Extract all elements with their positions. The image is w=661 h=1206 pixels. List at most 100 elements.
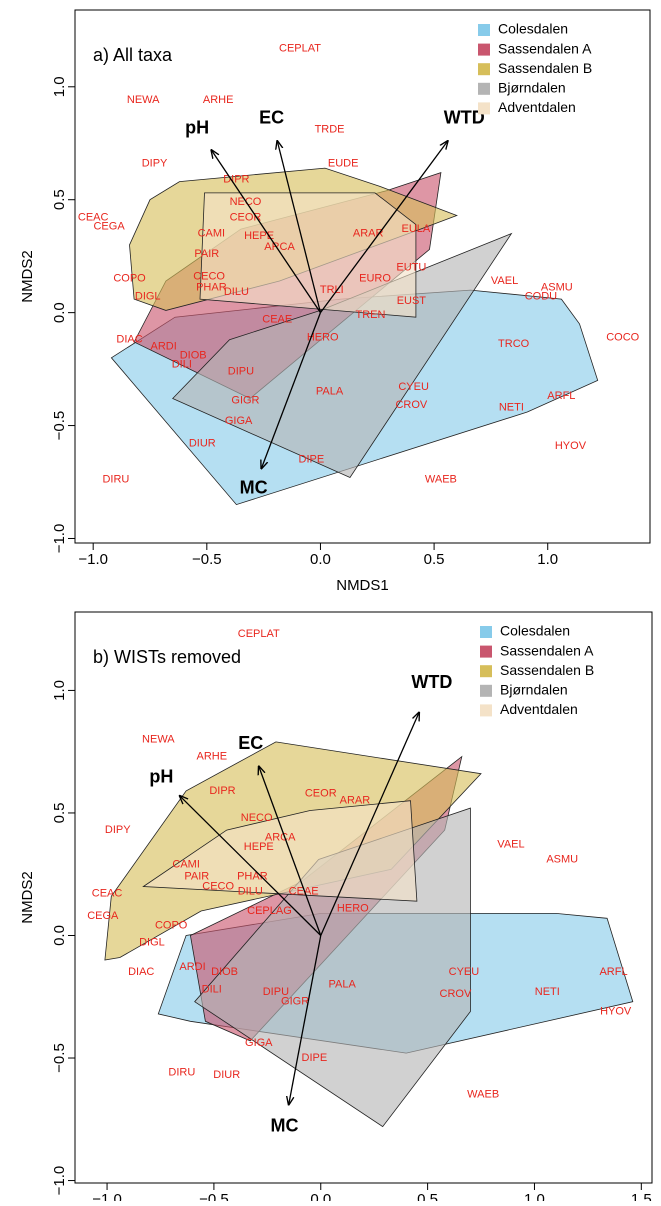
species-label: NETI: [535, 986, 560, 998]
species-label: PAIR: [184, 871, 209, 883]
legend-swatch: [480, 665, 492, 678]
species-label: DIPY: [142, 157, 168, 169]
vector-label: EC: [259, 107, 284, 127]
vector-label: pH: [149, 766, 173, 786]
panel-title: b) WISTs removed: [93, 647, 241, 667]
species-label: ARDI: [150, 340, 176, 352]
y-tick-label: −0.5: [51, 1043, 68, 1073]
vector-arrow: [320, 712, 419, 936]
vector-arrow: [289, 935, 322, 1104]
legend-swatch: [480, 626, 492, 638]
species-label: CROV: [440, 988, 472, 1000]
species-label: CEPLAT: [279, 42, 321, 54]
species-label: DILU: [224, 286, 249, 298]
vector-label: EC: [238, 733, 263, 753]
species-label: TRCO: [498, 338, 530, 350]
y-axis-title: NMDS2: [19, 871, 36, 924]
y-tick-label: −0.5: [51, 411, 68, 441]
y-tick-label: −1.0: [51, 524, 68, 554]
vector-arrow: [180, 796, 322, 936]
species-label: WAEB: [425, 474, 457, 486]
x-tick-label: −0.5: [192, 551, 222, 568]
species-label: CEAE: [289, 885, 319, 897]
species-label: DIPU: [228, 365, 254, 377]
species-label: HERO: [337, 902, 369, 914]
species-label: CECO: [202, 880, 234, 892]
species-label: ARAR: [340, 795, 371, 807]
species-label: CAMI: [172, 858, 200, 870]
species-label: ARHE: [196, 750, 227, 762]
legend-swatch: [478, 82, 490, 95]
species-label: CEGA: [93, 221, 125, 233]
species-label: DIPR: [223, 173, 249, 185]
vector-label: WTD: [411, 672, 452, 692]
species-label: HYOV: [600, 1005, 632, 1017]
species-label: DIAC: [116, 334, 142, 346]
species-label: GIGR: [231, 395, 259, 407]
vector-label: MC: [271, 1115, 299, 1135]
species-label: DIUR: [213, 1069, 240, 1081]
vector-label: WTD: [444, 107, 485, 127]
species-label: CEGA: [87, 910, 119, 922]
x-tick-label: −0.5: [199, 1191, 229, 1201]
species-label: TRDE: [315, 124, 345, 136]
species-label: DIPE: [299, 453, 325, 465]
legend-label: Bjørndalen: [498, 80, 566, 96]
x-axis-title: NMDS1: [336, 577, 389, 594]
species-label: EURO: [359, 273, 391, 285]
species-label: DIUR: [189, 438, 216, 450]
legend-label: Bjørndalen: [500, 682, 568, 698]
y-tick-label: 0.5: [51, 803, 68, 824]
y-tick-label: 0.0: [51, 925, 68, 946]
legend-label: Sassendalen B: [500, 662, 594, 678]
y-tick-label: 0.5: [51, 189, 68, 210]
species-label: COCO: [606, 331, 639, 343]
x-tick-label: −1.0: [92, 1191, 122, 1201]
species-label: ARFL: [599, 966, 627, 978]
x-tick-label: 1.0: [524, 1191, 545, 1201]
vector-arrow: [319, 141, 447, 314]
x-tick-label: 0.0: [310, 551, 331, 568]
species-label: DIRU: [168, 1067, 195, 1079]
species-label: CODU: [525, 291, 557, 303]
vector-arrow: [259, 766, 322, 936]
species-label: DIOB: [211, 966, 238, 978]
species-label: CYEU: [398, 381, 429, 393]
species-label: GIGA: [245, 1037, 273, 1049]
legend-swatch: [480, 704, 492, 717]
legend-swatch: [478, 63, 490, 76]
species-label: DIAC: [128, 966, 154, 978]
legend-swatch: [478, 24, 490, 36]
species-label: EUTU: [396, 261, 426, 273]
species-label: DIPU: [263, 986, 289, 998]
species-label: ASMU: [546, 853, 578, 865]
vector-label: MC: [240, 477, 268, 497]
x-tick-label: 0.0: [310, 1191, 331, 1201]
species-label: WAEB: [467, 1089, 499, 1101]
legend-label: Sassendalen A: [500, 642, 594, 658]
species-label: DIRU: [102, 474, 129, 486]
species-label: CECO: [193, 270, 225, 282]
hull: [199, 192, 417, 318]
vector-arrow: [277, 141, 322, 313]
species-label: CEAC: [92, 888, 123, 900]
species-label: GIGR: [281, 996, 309, 1008]
vector-arrow: [261, 312, 322, 469]
species-label: DILI: [202, 983, 222, 995]
x-tick-label: 1.5: [631, 1191, 652, 1201]
species-label: ARFL: [547, 390, 575, 402]
legend-label: Adventdalen: [498, 99, 576, 115]
species-label: VAEL: [491, 275, 518, 287]
species-label: DILI: [172, 358, 192, 370]
vector-arrow: [211, 150, 321, 313]
species-label: PHAR: [196, 282, 227, 294]
legend-label: Sassendalen A: [498, 40, 592, 56]
species-label: CAMI: [198, 227, 226, 239]
species-label: HERO: [307, 331, 339, 343]
species-label: ARAR: [353, 227, 384, 239]
species-label: ARDI: [179, 961, 205, 973]
panel: −1.0 −0.5 0.0 0.5 1.0 NMDS1 −1.0 −0.5 0.0 0.5 1.0 N…: [19, 9, 651, 594]
x-tick-label: 0.5: [417, 1191, 438, 1201]
species-label: NEWA: [127, 94, 160, 106]
species-label: DIGL: [139, 937, 165, 949]
